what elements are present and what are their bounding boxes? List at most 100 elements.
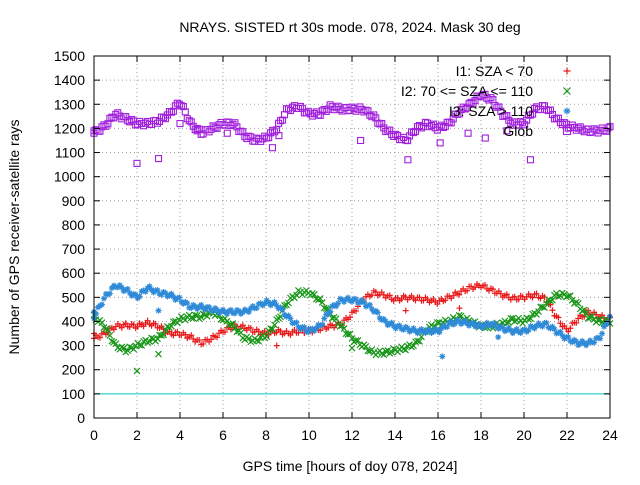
series-1-marker: [416, 294, 423, 301]
series-3-marker: [364, 302, 371, 309]
series-3-marker: [551, 326, 558, 333]
series-3-marker: [545, 324, 552, 331]
series-3-marker: [366, 301, 373, 308]
series-1-marker: [255, 328, 262, 335]
series-2-marker: [126, 343, 134, 351]
series-4-marker: [491, 101, 499, 110]
series-4-marker: [441, 122, 449, 131]
outlier-marker: [155, 350, 162, 358]
series-2-marker: [118, 343, 126, 351]
series-4-marker: [463, 104, 471, 112]
outlier-marker: [133, 367, 141, 375]
series-4-marker: [558, 121, 566, 129]
series-2-marker: [388, 348, 396, 356]
series-3-marker: [535, 320, 542, 327]
series-1-marker: [533, 290, 540, 297]
outlier-marker: [348, 344, 356, 352]
series-4-marker: [239, 128, 247, 136]
series-2-marker: [580, 306, 588, 314]
series-4-marker: [169, 107, 177, 115]
outlier-marker: [154, 155, 163, 163]
series-4-marker: [449, 115, 457, 123]
series-2-marker: [549, 296, 556, 304]
series-3-marker: [521, 326, 528, 333]
series-4-marker: [455, 110, 463, 118]
series-2-marker: [255, 337, 263, 345]
series-3-marker: [352, 296, 359, 303]
series-3-marker: [192, 303, 199, 310]
series-4-marker: [542, 106, 551, 114]
y-tick-label: 1000: [54, 169, 85, 185]
series-3-marker: [593, 335, 600, 342]
series-1-marker: [565, 328, 572, 335]
series-1-marker: [573, 319, 580, 326]
series-1-marker: [152, 320, 159, 327]
series-2-marker: [169, 318, 177, 326]
series-2-marker: [124, 347, 132, 355]
series-3-marker: [148, 286, 155, 293]
series-3-marker: [577, 340, 584, 347]
series-3-marker: [456, 317, 463, 324]
series-3-marker: [559, 332, 566, 339]
series-4-marker: [461, 105, 469, 113]
outlier-marker: [155, 307, 162, 314]
series-4-marker: [165, 108, 173, 116]
x-tick-label: 24: [602, 427, 618, 443]
legend-marker-1: [563, 67, 571, 75]
series-2-marker: [187, 314, 195, 322]
series-2-marker: [189, 314, 197, 322]
series-3-marker: [430, 328, 437, 335]
series-4-marker: [548, 110, 556, 119]
series-3-marker: [569, 339, 576, 346]
series-3-marker: [444, 323, 451, 330]
x-tick-label: 14: [387, 427, 403, 443]
series-3-marker: [543, 319, 550, 326]
series-3-marker: [301, 324, 308, 331]
series-2-marker: [162, 326, 169, 334]
series-3-marker: [265, 299, 272, 306]
series-3-marker: [168, 290, 175, 297]
series-1-marker: [557, 320, 564, 327]
series-3-marker: [414, 330, 421, 337]
series-2-marker: [578, 307, 586, 315]
series-3-marker: [400, 326, 407, 333]
series-4-marker: [404, 137, 412, 145]
legend-label-3: I3: SZA > 110: [449, 103, 533, 119]
series-3-marker: [517, 329, 524, 336]
series-1-marker: [456, 291, 463, 298]
series-2-marker: [138, 342, 146, 349]
series-2-marker: [346, 330, 354, 338]
series-4-marker: [277, 117, 285, 125]
series-3-marker: [515, 329, 522, 336]
series-1-marker: [386, 292, 393, 299]
series-3-marker: [398, 326, 405, 333]
series-2-marker: [112, 340, 120, 348]
series-2-marker: [193, 311, 201, 319]
series-3-marker: [341, 298, 348, 305]
series-3-marker: [557, 328, 564, 335]
series-3-marker: [555, 329, 562, 336]
series-2-marker: [568, 296, 576, 304]
series-4-marker: [388, 130, 396, 139]
series-3-marker: [402, 323, 409, 330]
series-3-marker: [426, 326, 433, 333]
legend-marker-3: [563, 107, 571, 115]
series-4-marker: [380, 124, 388, 132]
series-3-marker: [225, 307, 232, 314]
y-axis-label: Number of GPS receiver-satellite rays: [6, 120, 22, 355]
series-3-marker: [591, 339, 598, 346]
series-3-marker: [537, 322, 544, 329]
series-4-marker: [271, 128, 279, 136]
series-2-marker: [543, 299, 550, 307]
series-3-marker: [108, 285, 115, 292]
series-3-marker: [174, 295, 181, 302]
x-axis-label: GPS time [hours of doy 078, 2024]: [243, 458, 458, 474]
series-4-marker: [503, 112, 511, 120]
series-2-marker: [562, 293, 570, 301]
legend-label-1: I1: SZA < 70: [456, 63, 534, 79]
series-3-marker: [231, 310, 238, 317]
series-3-marker: [420, 329, 427, 336]
legend-marker-2: [563, 87, 571, 95]
series-1-marker: [450, 292, 457, 299]
series-3-marker: [154, 287, 161, 294]
